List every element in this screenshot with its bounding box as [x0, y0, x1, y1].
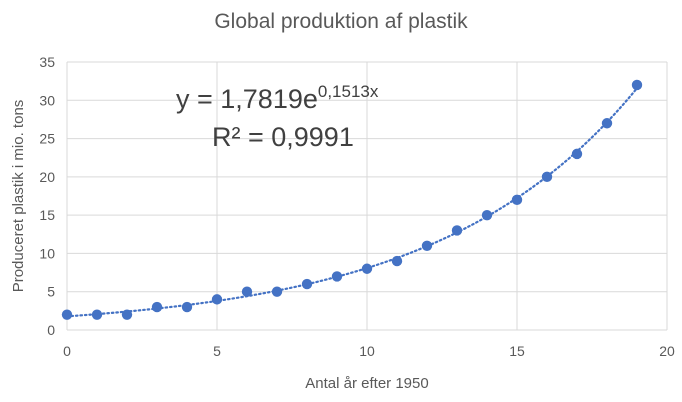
- x-tick-labels: 0 5 10 15 20: [63, 343, 675, 359]
- y-tick-label: 25: [39, 131, 55, 147]
- y-tick-label: 15: [39, 207, 55, 223]
- x-axis-label: Antal år efter 1950: [305, 375, 428, 392]
- trendline-equation: y = 1,7819e0,1513x: [176, 82, 379, 114]
- y-tick-labels: 0 5 10 15 20 25 30 35: [39, 54, 55, 338]
- x-tick-label: 5: [213, 343, 221, 359]
- data-point: [361, 263, 373, 274]
- y-tick-label: 10: [39, 245, 55, 261]
- trendline-equation-base: y = 1,7819e: [176, 84, 318, 114]
- data-point: [271, 286, 283, 297]
- data-point: [301, 278, 313, 290]
- x-tick-label: 20: [659, 343, 675, 359]
- x-tick-label: 0: [63, 343, 71, 359]
- x-tick-label: 10: [359, 343, 375, 359]
- data-point: [541, 171, 553, 183]
- y-axis-label: Produceret plastik i mio. tons: [10, 100, 27, 293]
- chart-title: Global produktion af plastik: [214, 10, 468, 33]
- data-points: [61, 79, 643, 320]
- data-point: [91, 309, 103, 320]
- data-point: [61, 309, 73, 320]
- data-point: [151, 301, 163, 313]
- data-point: [571, 148, 583, 160]
- data-point: [181, 301, 193, 313]
- trendline-r-squared: R² = 0,9991: [212, 122, 354, 152]
- trendline-equation-exponent: 0,1513x: [318, 82, 379, 101]
- data-point: [481, 209, 493, 221]
- y-tick-label: 30: [39, 92, 55, 108]
- data-point: [331, 271, 343, 282]
- y-tick-label: 35: [39, 54, 55, 70]
- data-point: [601, 118, 613, 129]
- y-tick-label: 0: [47, 322, 55, 338]
- data-point: [121, 309, 133, 320]
- x-tick-label: 15: [509, 343, 525, 359]
- data-point: [391, 255, 403, 267]
- data-point: [631, 79, 643, 91]
- data-point: [511, 194, 523, 206]
- y-tick-label: 5: [47, 284, 55, 300]
- data-point: [421, 240, 433, 251]
- data-point: [241, 286, 253, 297]
- y-tick-label: 20: [39, 169, 55, 185]
- gridlines: [66, 61, 668, 331]
- data-point: [451, 225, 463, 236]
- data-point: [211, 294, 223, 305]
